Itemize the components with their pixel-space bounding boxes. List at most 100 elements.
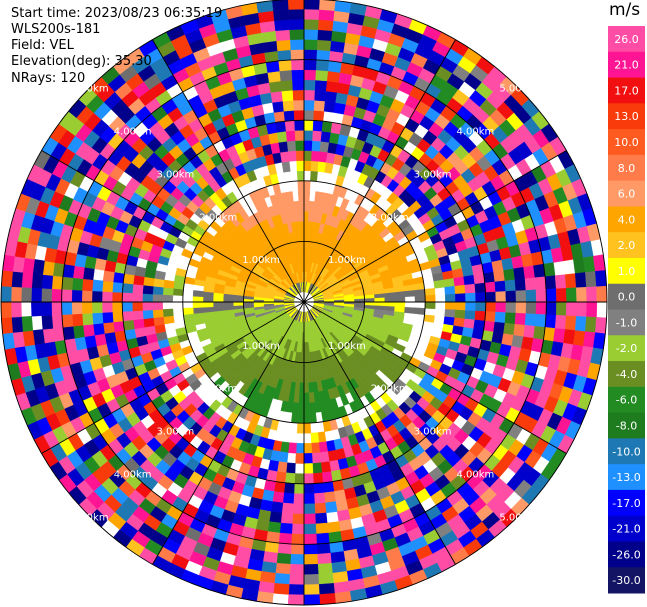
velocity-bin [321, 120, 333, 133]
colorbar-tick-label: 8.0 [618, 162, 636, 175]
velocity-bin [294, 119, 305, 131]
velocity-bin [312, 130, 323, 142]
velocity-bin [31, 273, 44, 289]
velocity-bin [534, 276, 547, 291]
velocity-bin [318, 583, 335, 595]
velocity-bin [281, 502, 294, 515]
velocity-bin [295, 442, 305, 454]
colorbar-segment [608, 103, 645, 130]
colorbar-tick-label: 4.0 [618, 213, 636, 226]
colorbar-tick-label: 13.0 [614, 110, 639, 123]
velocity-bin [296, 170, 305, 182]
elevation-label: Elevation(deg): 35.30 [11, 54, 152, 69]
velocity-bin [280, 79, 294, 92]
colorbar-tick-label: -4.0 [616, 368, 637, 381]
velocity-bin [303, 574, 320, 586]
velocity-bin [268, 132, 279, 145]
velocity-bin [272, 491, 285, 504]
velocity-bin [291, 69, 305, 81]
velocity-bin [315, 69, 329, 82]
colorbar-segment [608, 438, 645, 465]
velocity-bin [295, 150, 305, 162]
range-ring-label: 3.00km [414, 427, 452, 438]
velocity-bin [443, 278, 455, 288]
colorbar-tick-label: 21.0 [614, 59, 639, 72]
range-ring-label: 5.00km [71, 84, 109, 95]
velocity-bin [280, 512, 294, 525]
velocity-bin [273, 110, 286, 123]
velocity-bin [290, 49, 305, 61]
velocity-bin [325, 80, 340, 93]
velocity-bin [1, 270, 13, 287]
velocity-bin [317, 562, 333, 575]
velocity-bin [300, 241, 305, 252]
velocity-bin [303, 503, 316, 515]
range-ring-label: 2.00km [199, 212, 237, 223]
velocity-bin [21, 272, 34, 288]
velocity-bin [485, 291, 497, 303]
velocity-bin [505, 290, 517, 303]
velocity-bin [473, 273, 486, 285]
velocity-bin [192, 295, 204, 303]
velocity-bin [297, 402, 305, 414]
velocity-bin [316, 49, 331, 62]
colorbar-segment [608, 361, 645, 388]
range-ring-label: 2.00km [371, 212, 409, 223]
velocity-bin [41, 288, 53, 303]
velocity-bin [303, 79, 316, 91]
velocity-bin [494, 280, 506, 293]
velocity-bin [287, 442, 297, 454]
velocity-bin [513, 266, 526, 281]
velocity-bin [393, 342, 406, 353]
velocity-bin [564, 315, 577, 331]
velocity-bin [273, 9, 290, 21]
velocity-bin [282, 492, 295, 504]
velocity-bin [303, 18, 320, 30]
velocity-bin [339, 394, 350, 406]
velocity-bin [586, 301, 598, 318]
velocity-bin [71, 289, 83, 303]
velocity-bin [289, 29, 305, 41]
range-ring-label: 5.00km [499, 84, 537, 95]
velocity-bin [585, 316, 597, 333]
velocity-bin [317, 431, 327, 443]
velocity-bin [303, 382, 310, 394]
colorbar-segment [608, 309, 645, 336]
colorbar-tick-label: -1.0 [616, 316, 637, 329]
velocity-bin [294, 210, 301, 222]
colorbar-segment [608, 541, 645, 568]
velocity-bin [326, 70, 341, 83]
velocity-bin [444, 293, 456, 303]
velocity-bin [545, 288, 557, 303]
velocity-bin [514, 312, 527, 326]
velocity-bin [274, 19, 290, 32]
velocity-bin [293, 109, 305, 121]
colorbar-segment [608, 257, 645, 285]
velocity-bin [267, 163, 277, 176]
velocity-bin [303, 180, 311, 192]
velocity-bin [11, 316, 23, 333]
velocity-bin [292, 513, 305, 525]
velocity-bin [315, 532, 330, 545]
velocity-bin [494, 311, 506, 324]
velocity-bin [152, 293, 164, 303]
velocity-bin [475, 301, 487, 312]
nrays-label: NRays: 120 [11, 71, 86, 86]
velocity-bin [525, 289, 537, 303]
velocity-bin [303, 594, 321, 606]
range-ring-label: 5.00km [499, 512, 537, 523]
velocity-bin [595, 317, 607, 334]
velocity-bin [102, 280, 114, 293]
velocity-bin [0, 301, 12, 319]
velocity-bin [461, 266, 474, 277]
velocity-bin [122, 282, 134, 294]
velocity-bin [202, 296, 214, 303]
velocity-bin [192, 307, 204, 314]
velocity-bin [290, 553, 305, 565]
velocity-bin [315, 522, 329, 535]
velocity-bin [303, 59, 317, 71]
velocity-bin [233, 301, 244, 306]
velocity-bin [554, 274, 567, 290]
velocity-bin [10, 286, 22, 303]
velocity-bin [424, 294, 436, 303]
